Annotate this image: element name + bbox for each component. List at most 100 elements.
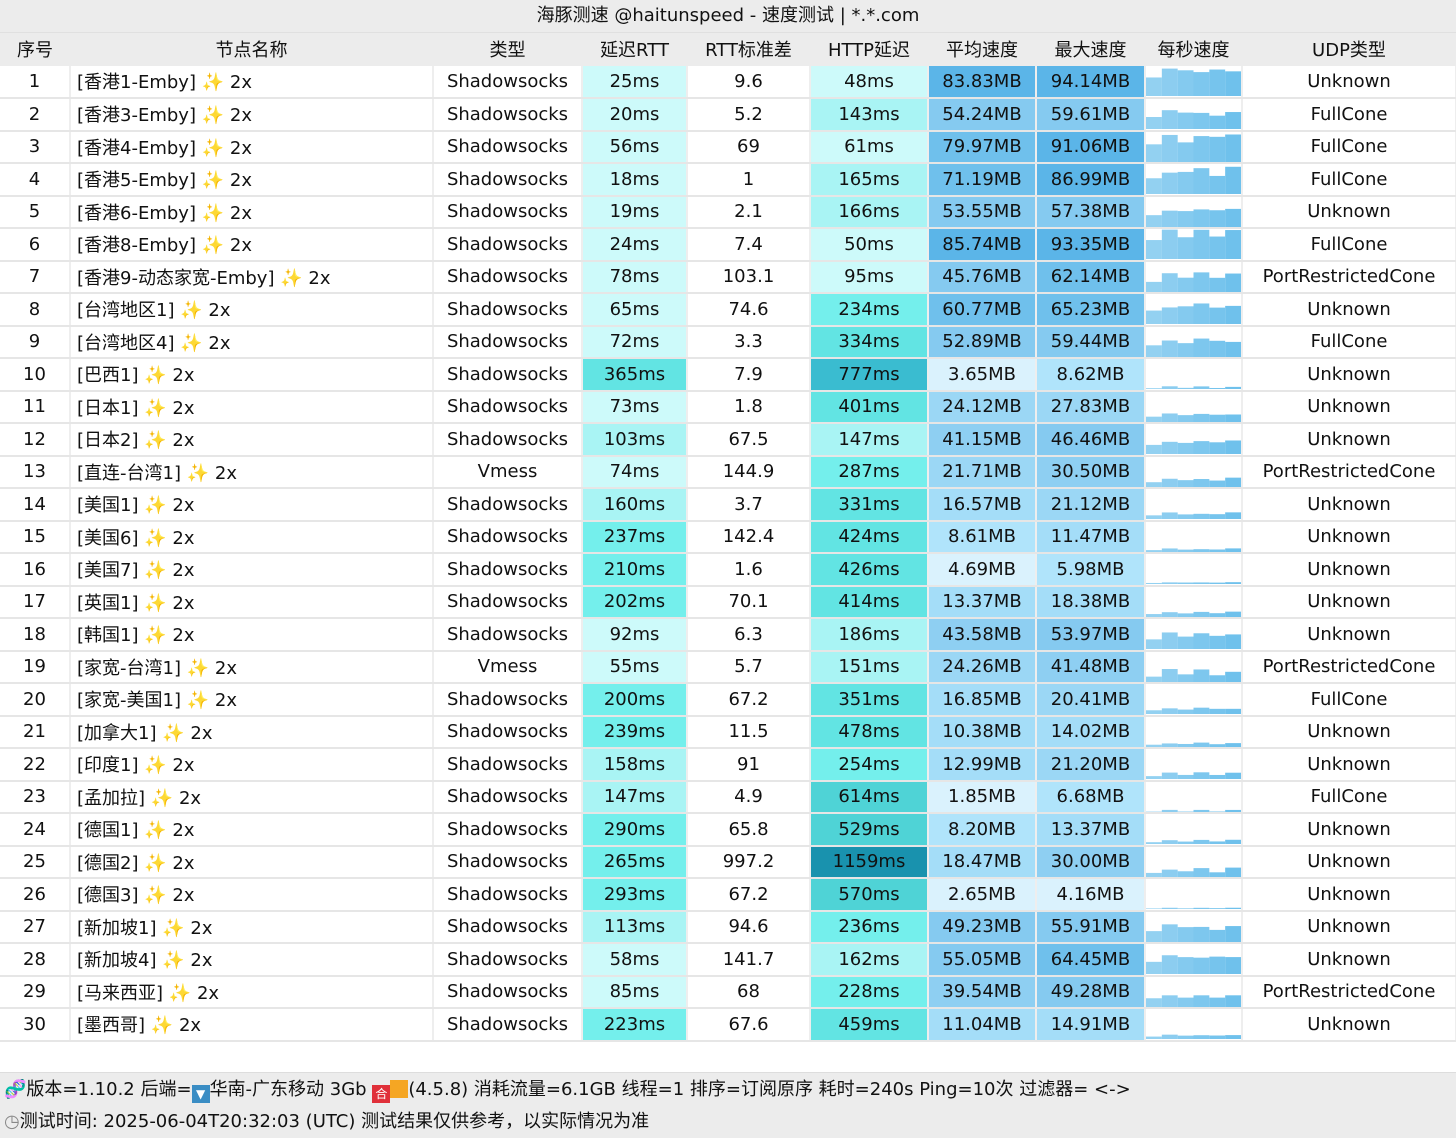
node-name: [香港6-Emby] ✨ 2x [70,195,434,229]
node-name: [香港5-Emby] ✨ 2x [70,163,434,197]
clock-icon: ◷ [4,1111,20,1132]
table-row[interactable]: 29 [马来西亚] ✨ 2x Shadowsocks 85ms 68 228ms 39.54… [0,975,1456,1009]
table-row[interactable]: 23 [孟加拉] ✨ 2x Shadowsocks 147ms 4.9 614ms 1.85… [0,780,1456,814]
node-name: [台湾地区4] ✨ 2x [70,325,434,359]
table-row[interactable]: 9 [台湾地区4] ✨ 2x Shadowsocks 72ms 3.3 334ms 52.8… [0,325,1456,359]
max-speed: 4.16MB [1036,878,1146,912]
sparkline-bar [1161,307,1178,324]
node-type: Shadowsocks [433,715,583,749]
column-header[interactable]: HTTP延迟 [810,32,928,66]
sparkline-bar [1146,710,1162,714]
table-row[interactable]: 12 [日本2] ✨ 2x Shadowsocks 103ms 67.5 147ms 41.… [0,423,1456,457]
column-header[interactable]: 延迟RTT [582,32,687,66]
row-index: 1 [0,65,71,99]
sparkline-bar [1209,612,1226,617]
table-row[interactable]: 28 [新加坡4] ✨ 2x Shadowsocks 58ms 141.7 162ms 55… [0,943,1456,977]
sparkline-bar [1177,1035,1194,1039]
avg-speed: 39.54MB [928,975,1037,1009]
row-index: 22 [0,748,71,782]
speed-sparkline [1145,98,1243,132]
sparkline-bar [1209,549,1226,552]
sparkline-bar [1193,1035,1210,1039]
table-row[interactable]: 10 [巴西1] ✨ 2x Shadowsocks 365ms 7.9 777ms 3.65… [0,358,1456,392]
column-header[interactable]: 最大速度 [1036,32,1145,66]
table-row[interactable]: 13 [直连-台湾1] ✨ 2x Vmess 74ms 144.9 287ms 21.71M… [0,455,1456,489]
sparkline-bar [1161,413,1178,422]
sparkles-icon: ✨ [150,1015,174,1037]
table-row[interactable]: 8 [台湾地区1] ✨ 2x Shadowsocks 65ms 74.6 234ms 60.… [0,293,1456,327]
column-header[interactable]: UDP类型 [1242,32,1456,66]
table-row[interactable]: 6 [香港8-Emby] ✨ 2x Shadowsocks 24ms 7.4 50ms 85… [0,228,1456,262]
table-row[interactable]: 18 [韩国1] ✨ 2x Shadowsocks 92ms 6.3 186ms 43.58… [0,618,1456,652]
node-type: Shadowsocks [433,780,583,814]
table-row[interactable]: 25 [德国2] ✨ 2x Shadowsocks 265ms 997.2 1159ms 1… [0,845,1456,879]
table-row[interactable]: 1 [香港1-Emby] ✨ 2x Shadowsocks 25ms 9.6 48ms 83… [0,65,1456,99]
table-row[interactable]: 20 [家宽-美国1] ✨ 2x Shadowsocks 200ms 67.2 351ms… [0,683,1456,717]
node-name: [新加坡1] ✨ 2x [70,910,434,944]
speed-sparkline [1145,488,1243,522]
table-row[interactable]: 11 [日本1] ✨ 2x Shadowsocks 73ms 1.8 401ms 24.12… [0,390,1456,424]
sparkline-bar [1146,1036,1162,1039]
sparkline-bar [1193,867,1210,877]
table-row[interactable]: 17 [英国1] ✨ 2x Shadowsocks 202ms 70.1 414ms 13.… [0,585,1456,619]
row-index: 21 [0,715,71,749]
table-row[interactable]: 21 [加拿大1] ✨ 2x Shadowsocks 239ms 11.5 478ms 10… [0,715,1456,749]
http-latency: 478ms [810,715,929,749]
node-name-text: [加拿大1] [77,722,157,744]
udp-type: Unknown [1242,910,1456,944]
table-row[interactable]: 14 [美国1] ✨ 2x Shadowsocks 160ms 3.7 331ms 16.5… [0,488,1456,522]
node-name-text: [美国6] [77,527,139,549]
table-row[interactable]: 5 [香港6-Emby] ✨ 2x Shadowsocks 19ms 2.1 166ms 5… [0,195,1456,229]
sparkles-icon: ✨ [162,917,185,939]
node-type: Shadowsocks [433,683,583,717]
node-type: Shadowsocks [433,585,583,619]
http-latency: 426ms [810,553,929,587]
table-row[interactable]: 4 [香港5-Emby] ✨ 2x Shadowsocks 18ms 1 165ms 71.… [0,163,1456,197]
column-header[interactable]: 平均速度 [928,32,1036,66]
table-row[interactable]: 30 [墨西哥] ✨ 2x Shadowsocks 223ms 67.6 459ms 11.… [0,1008,1456,1042]
speed-sparkline [1145,65,1243,99]
max-speed: 5.98MB [1036,553,1146,587]
table-row[interactable]: 7 [香港9-动态家宽-Emby] ✨ 2x Shadowsocks 78ms 103.… [0,260,1456,294]
table-row[interactable]: 19 [家宽-台湾1] ✨ 2x Vmess 55ms 5.7 151ms 24.26MB 4… [0,650,1456,684]
table-row[interactable]: 27 [新加坡1] ✨ 2x Shadowsocks 113ms 94.6 236ms 49… [0,910,1456,944]
max-speed: 27.83MB [1036,390,1146,424]
column-header[interactable]: 序号 [0,32,70,66]
sparkline-bar [1193,230,1210,259]
max-speed: 20.41MB [1036,683,1146,717]
sparkline-bar [1225,387,1240,389]
node-name-text: [直连-台湾1] [77,462,181,484]
sparkline-bar [1177,414,1194,422]
table-row[interactable]: 16 [美国7] ✨ 2x Shadowsocks 210ms 1.6 426ms 4.69… [0,553,1456,587]
sparkline-bar [1161,668,1178,682]
footer-test-time: 测试时间: 2025-06-04T20:32:03 (UTC) 测试结果仅供参考… [19,1111,650,1132]
rtt-stddev: 1.8 [687,390,811,424]
sparkline-bar [1177,112,1194,129]
column-header[interactable]: 节点名称 [70,32,433,66]
sparkles-icon: ✨ [180,332,203,354]
max-speed: 13.37MB [1036,813,1146,847]
sparkline-bar [1209,414,1226,422]
http-latency: 186ms [810,618,929,652]
avg-speed: 16.57MB [928,488,1037,522]
rtt-latency: 19ms [582,195,688,229]
table-row[interactable]: 26 [德国3] ✨ 2x Shadowsocks 293ms 67.2 570ms 2.6… [0,878,1456,912]
node-name: [美国7] ✨ 2x [70,553,434,587]
udp-type: Unknown [1242,553,1456,587]
table-row[interactable]: 3 [香港4-Emby] ✨ 2x Shadowsocks 56ms 69 61ms 79.… [0,130,1456,164]
table-row[interactable]: 2 [香港3-Emby] ✨ 2x Shadowsocks 20ms 5.2 143ms 5… [0,98,1456,132]
sparkline-bar [1177,277,1194,292]
sparkline-bar [1209,176,1226,194]
row-index: 12 [0,423,71,457]
column-header[interactable]: 类型 [433,32,582,66]
column-header[interactable]: RTT标准差 [687,32,810,66]
status-bar-time: ◷测试时间: 2025-06-04T20:32:03 (UTC) 测试结果仅供参… [0,1105,1456,1138]
sparkline-bar [1161,229,1178,259]
table-row[interactable]: 15 [美国6] ✨ 2x Shadowsocks 237ms 142.4 424ms 8.… [0,520,1456,554]
table-row[interactable]: 24 [德国1] ✨ 2x Shadowsocks 290ms 65.8 529ms 8.2… [0,813,1456,847]
node-multiplier: 2x [172,560,195,582]
table-row[interactable]: 22 [印度1] ✨ 2x Shadowsocks 158ms 91 254ms 12.99… [0,748,1456,782]
sparkline-bar [1177,172,1194,194]
sparkles-icon: ✨ [144,397,167,419]
column-header[interactable]: 每秒速度 [1145,32,1242,66]
